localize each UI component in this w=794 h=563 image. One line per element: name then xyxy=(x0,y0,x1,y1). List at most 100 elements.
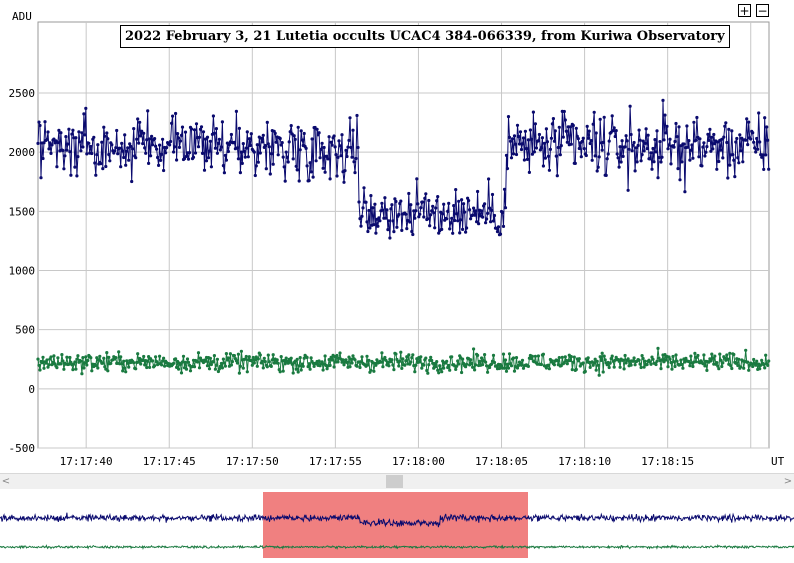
data-point-target xyxy=(457,199,461,203)
data-point-target xyxy=(492,213,497,218)
data-point-target xyxy=(746,143,750,147)
data-point-target xyxy=(698,137,702,141)
data-point-target xyxy=(36,141,40,145)
data-point-comparison xyxy=(220,366,224,370)
data-point-comparison xyxy=(84,355,88,359)
data-point-target xyxy=(286,160,290,164)
data-point-comparison xyxy=(610,354,614,358)
data-point-comparison xyxy=(544,366,549,370)
data-point-target xyxy=(381,208,385,212)
data-point-target xyxy=(245,130,249,134)
data-point-target xyxy=(640,153,644,157)
data-point-comparison xyxy=(456,359,460,363)
data-point-target xyxy=(634,146,638,150)
data-point-target xyxy=(80,131,84,135)
data-point-target xyxy=(506,115,511,119)
data-point-target xyxy=(505,167,510,171)
data-point-target xyxy=(628,104,632,108)
horizontal-scrollbar[interactable]: < > xyxy=(0,473,794,489)
data-point-comparison xyxy=(659,367,663,371)
data-point-target xyxy=(728,163,732,167)
data-point-comparison xyxy=(308,367,312,371)
scroll-left-arrow[interactable]: < xyxy=(1,476,11,487)
series-layer xyxy=(36,98,771,377)
data-point-target xyxy=(145,138,149,142)
data-point-target xyxy=(294,164,298,168)
data-point-comparison xyxy=(599,358,603,362)
data-point-target xyxy=(642,149,646,153)
data-point-comparison xyxy=(172,361,176,365)
data-point-target xyxy=(283,179,287,183)
data-point-comparison xyxy=(288,360,292,364)
data-point-target xyxy=(236,157,240,161)
data-point-comparison xyxy=(455,364,459,368)
data-point-comparison xyxy=(369,368,373,372)
data-point-target xyxy=(149,154,153,158)
data-point-target xyxy=(244,146,248,150)
data-point-comparison xyxy=(375,358,379,362)
data-point-target xyxy=(734,140,738,144)
data-point-comparison xyxy=(504,369,509,373)
data-point-target xyxy=(446,209,450,213)
data-point-target xyxy=(574,126,578,130)
data-point-comparison xyxy=(98,354,102,358)
data-point-comparison xyxy=(305,355,309,360)
data-point-target xyxy=(405,227,409,231)
data-point-comparison xyxy=(209,362,213,367)
data-point-comparison xyxy=(249,358,253,362)
data-point-comparison xyxy=(633,363,637,367)
data-point-target xyxy=(724,121,728,125)
y-tick-label: 2500 xyxy=(9,87,36,100)
data-point-comparison xyxy=(367,358,371,362)
data-point-target xyxy=(378,219,382,223)
data-point-comparison xyxy=(691,364,695,369)
data-point-target xyxy=(541,164,546,168)
data-point-target xyxy=(221,164,225,168)
data-point-target xyxy=(115,128,119,133)
scroll-thumb[interactable] xyxy=(386,475,403,488)
data-point-target xyxy=(317,131,321,135)
data-point-target xyxy=(590,158,594,162)
y-tick-label: 500 xyxy=(15,324,35,337)
y-tick-label: 1500 xyxy=(9,205,36,218)
data-point-comparison xyxy=(229,363,233,367)
data-point-target xyxy=(340,133,344,137)
data-point-target xyxy=(62,167,66,171)
data-point-comparison xyxy=(750,362,754,366)
data-point-target xyxy=(351,128,355,132)
data-point-comparison xyxy=(418,360,422,364)
data-point-target xyxy=(352,160,356,164)
data-point-target xyxy=(129,144,133,148)
data-point-comparison xyxy=(720,364,724,369)
data-point-target xyxy=(655,129,659,133)
data-point-target xyxy=(689,148,693,152)
data-point-comparison xyxy=(401,357,405,361)
data-point-comparison xyxy=(759,363,763,367)
data-point-comparison xyxy=(719,358,723,362)
data-point-comparison xyxy=(383,355,387,360)
zoom-out-button[interactable]: − xyxy=(756,4,769,18)
data-point-target xyxy=(110,143,114,147)
data-point-comparison xyxy=(645,362,649,367)
data-point-target xyxy=(240,161,244,165)
data-point-comparison xyxy=(276,361,280,365)
data-point-target xyxy=(474,209,478,213)
data-point-target xyxy=(454,188,458,192)
data-point-target xyxy=(544,127,549,131)
data-point-target xyxy=(565,140,569,144)
data-point-comparison xyxy=(598,355,602,359)
data-point-target xyxy=(130,179,134,184)
data-point-comparison xyxy=(637,358,641,362)
data-point-comparison xyxy=(687,359,691,364)
data-point-comparison xyxy=(289,356,293,360)
data-point-target xyxy=(476,189,480,194)
zoom-in-button[interactable]: + xyxy=(738,4,751,18)
data-point-target xyxy=(539,146,544,150)
data-point-comparison xyxy=(603,358,607,362)
scroll-right-arrow[interactable]: > xyxy=(783,476,793,487)
overview-panel[interactable] xyxy=(0,492,794,558)
data-point-comparison xyxy=(336,360,340,364)
data-point-target xyxy=(307,179,311,183)
data-point-comparison xyxy=(252,361,256,365)
